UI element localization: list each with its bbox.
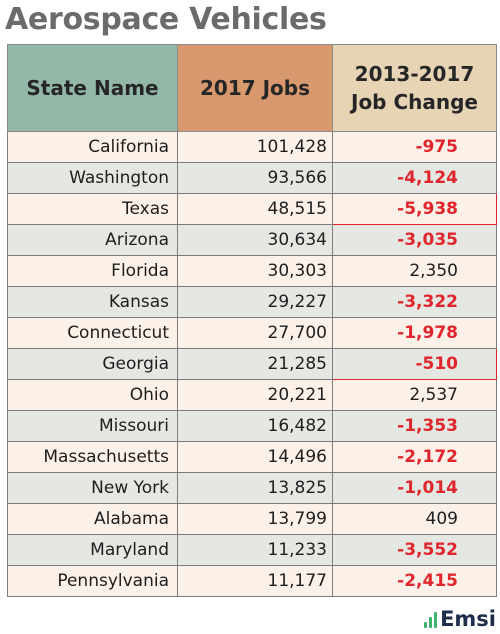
header-2017-jobs: 2017 Jobs: [177, 44, 333, 132]
table-row: Washington 93,566 -4,124: [7, 162, 497, 194]
cell-2017-jobs: 30,634: [177, 224, 333, 256]
cell-2017-jobs: 29,227: [177, 286, 333, 318]
cell-job-change: -4,124: [332, 162, 497, 194]
cell-job-change: -2,172: [332, 441, 497, 473]
cell-2017-jobs: 27,700: [177, 317, 333, 349]
table-row: Texas 48,515 -5,938: [7, 193, 497, 225]
cell-2017-jobs: 93,566: [177, 162, 333, 194]
cell-state-name: Florida: [7, 255, 178, 287]
cell-2017-jobs: 11,177: [177, 565, 333, 597]
cell-2017-jobs: 30,303: [177, 255, 333, 287]
cell-2017-jobs: 13,799: [177, 503, 333, 535]
cell-2017-jobs: 16,482: [177, 410, 333, 442]
cell-2017-jobs: 21,285: [177, 348, 333, 380]
table-row: New York 13,825 -1,014: [7, 472, 497, 504]
brand-name: Emsi: [440, 607, 496, 631]
cell-state-name: Massachusetts: [7, 441, 178, 473]
cell-state-name: Missouri: [7, 410, 178, 442]
cell-state-name: Connecticut: [7, 317, 178, 349]
header-job-change-line1: 2013-2017: [354, 62, 475, 86]
cell-2017-jobs: 48,515: [177, 193, 333, 225]
table-row: Kansas 29,227 -3,322: [7, 286, 497, 318]
table-row: Florida 30,303 2,350: [7, 255, 497, 287]
cell-job-change: -2,415: [332, 565, 497, 597]
cell-job-change: 2,350: [332, 255, 497, 287]
cell-state-name: Kansas: [7, 286, 178, 318]
cell-job-change: -975: [332, 131, 497, 163]
cell-state-name: Pennsylvania: [7, 565, 178, 597]
table-row: Arizona 30,634 -3,035: [7, 224, 497, 256]
cell-job-change: -3,035: [332, 224, 497, 256]
table-row: Massachusetts 14,496 -2,172: [7, 441, 497, 473]
cell-2017-jobs: 20,221: [177, 379, 333, 411]
jobs-table: State Name 2017 Jobs 2013-2017 Job Chang…: [7, 44, 497, 597]
table-row: California 101,428 -975: [7, 131, 497, 163]
chart-title: Aerospace Vehicles: [5, 2, 327, 37]
table-row: Pennsylvania 11,177 -2,415: [7, 565, 497, 597]
cell-job-change: -510: [332, 348, 497, 380]
cell-2017-jobs: 11,233: [177, 534, 333, 566]
cell-job-change: -3,322: [332, 286, 497, 318]
cell-state-name: Washington: [7, 162, 178, 194]
cell-state-name: California: [7, 131, 178, 163]
table-row: Missouri 16,482 -1,353: [7, 410, 497, 442]
table-header-row: State Name 2017 Jobs 2013-2017 Job Chang…: [7, 44, 497, 132]
cell-state-name: Arizona: [7, 224, 178, 256]
bar-chart-icon: [424, 612, 438, 628]
table-row: Ohio 20,221 2,537: [7, 379, 497, 411]
cell-2017-jobs: 13,825: [177, 472, 333, 504]
table-row: Connecticut 27,700 -1,978: [7, 317, 497, 349]
table-row: Maryland 11,233 -3,552: [7, 534, 497, 566]
cell-job-change: -3,552: [332, 534, 497, 566]
cell-state-name: Ohio: [7, 379, 178, 411]
cell-job-change: 2,537: [332, 379, 497, 411]
header-job-change-line2: Job Change: [351, 90, 478, 114]
cell-state-name: Georgia: [7, 348, 178, 380]
cell-job-change: -1,353: [332, 410, 497, 442]
table-body: California 101,428 -975 Washington 93,566 -4,…: [7, 131, 497, 597]
table-row: Georgia 21,285 -510: [7, 348, 497, 380]
cell-job-change: 409: [332, 503, 497, 535]
cell-state-name: Texas: [7, 193, 178, 225]
cell-state-name: Alabama: [7, 503, 178, 535]
emsi-logo: Emsi: [424, 607, 496, 631]
cell-job-change: -5,938: [332, 193, 497, 225]
header-state-name: State Name: [7, 44, 178, 132]
cell-2017-jobs: 14,496: [177, 441, 333, 473]
cell-job-change: -1,978: [332, 317, 497, 349]
cell-2017-jobs: 101,428: [177, 131, 333, 163]
header-job-change: 2013-2017 Job Change: [332, 44, 497, 132]
cell-state-name: Maryland: [7, 534, 178, 566]
cell-job-change: -1,014: [332, 472, 497, 504]
cell-state-name: New York: [7, 472, 178, 504]
table-row: Alabama 13,799 409: [7, 503, 497, 535]
